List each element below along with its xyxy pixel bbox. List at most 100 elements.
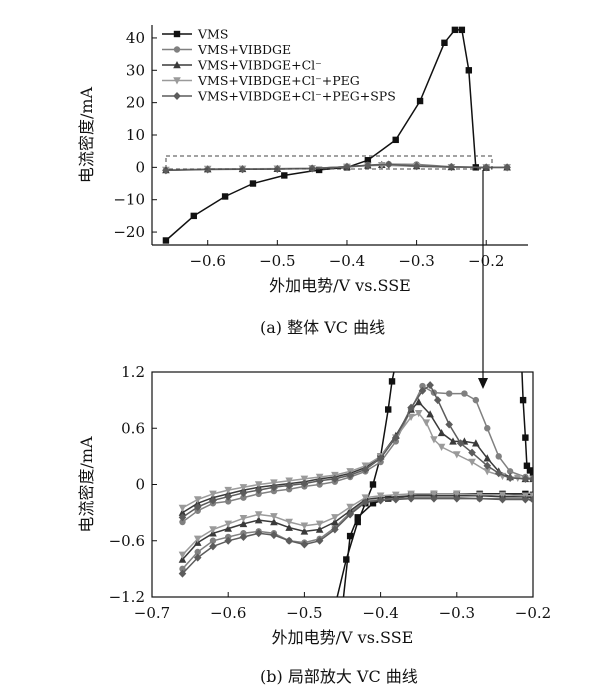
data-point (472, 439, 480, 447)
data-point (254, 486, 263, 495)
data-point (529, 470, 533, 477)
data-point (392, 433, 400, 442)
data-point (224, 492, 232, 501)
data-point (407, 413, 415, 421)
x-axis-label: 外加电势/V vs.SSE (269, 276, 411, 295)
data-point (285, 523, 293, 531)
data-point (412, 162, 421, 171)
data-point (300, 527, 309, 535)
chart-a-overall-vc: −0.6 −0.5 −0.4 −0.3 −0.2 40 30 20 10 0 −10 −20 外加电势/… (77, 25, 528, 295)
data-point (483, 461, 492, 470)
data-point (483, 454, 492, 462)
x-tick-label: −0.4 (362, 604, 398, 622)
data-point (498, 495, 507, 504)
data-point (518, 359, 524, 365)
series-line (521, 372, 533, 474)
data-point (178, 551, 187, 559)
data-point (451, 26, 459, 34)
data-point (346, 510, 354, 519)
data-point (179, 518, 186, 526)
data-point (300, 475, 309, 483)
data-point (495, 453, 502, 460)
data-point (430, 436, 438, 444)
data-point (178, 508, 187, 516)
data-point (364, 157, 372, 164)
data-point (529, 495, 533, 504)
data-point (419, 382, 426, 390)
caption-a: (a) 整体 VC 曲线 (260, 318, 386, 337)
data-point (449, 437, 457, 445)
data-point (475, 494, 484, 503)
data-point (388, 378, 396, 385)
data-point (221, 193, 229, 200)
data-point (392, 136, 399, 144)
data-point (332, 603, 338, 609)
x-tick-label: −0.6 (189, 252, 225, 270)
legend-marker (173, 77, 181, 85)
data-point (369, 481, 377, 488)
series-line (181, 495, 533, 561)
data-point (433, 396, 442, 405)
x-tick-label: −0.3 (398, 252, 434, 270)
legend-marker (173, 46, 181, 53)
data-point (392, 491, 400, 499)
data-point (240, 494, 247, 501)
data-point (178, 513, 187, 522)
data-point (483, 468, 492, 476)
data-point (249, 180, 257, 187)
data-point (178, 504, 187, 512)
data-point (270, 479, 278, 487)
series-line (165, 163, 508, 172)
y-tick-label: −1.2 (109, 588, 145, 606)
data-point (193, 496, 202, 504)
data-point (503, 163, 511, 172)
data-point (300, 522, 309, 530)
data-point (361, 494, 370, 502)
x-tick-label: −0.2 (515, 604, 551, 622)
data-point (224, 524, 232, 532)
series-group (178, 359, 533, 609)
legend-label: VMS+VIBDGE+Cl⁻+PEG (197, 73, 360, 88)
x-tick-label: −0.4 (329, 252, 365, 270)
data-point (194, 548, 201, 556)
data-point (453, 490, 461, 498)
data-point (453, 451, 461, 459)
data-point (472, 396, 480, 404)
data-point (521, 495, 530, 504)
data-point (285, 536, 293, 545)
data-point (456, 439, 465, 448)
data-point (426, 410, 434, 418)
legend-marker (173, 92, 181, 100)
data-point (331, 518, 339, 526)
data-point (482, 163, 491, 172)
data-point (343, 556, 350, 563)
data-point (422, 419, 431, 427)
data-point (376, 454, 385, 463)
data-point (414, 398, 423, 406)
data-point (315, 520, 324, 528)
data-point (364, 161, 372, 170)
data-point (315, 525, 324, 533)
legend-label: VMS+VIBDGE (197, 42, 291, 57)
data-point (285, 481, 293, 490)
data-point (254, 529, 263, 538)
data-point (209, 496, 217, 505)
y-tick-label: −0.6 (109, 532, 145, 550)
legend-label: VMS (197, 27, 228, 42)
data-point (315, 476, 324, 485)
data-point (239, 519, 248, 528)
y-tick-label: −20 (113, 223, 145, 241)
y-tick-label: 0.6 (121, 419, 145, 437)
y-tick-label: −10 (113, 191, 145, 209)
x-tick-label: −0.7 (134, 604, 170, 622)
data-point (270, 483, 278, 492)
data-point (441, 39, 448, 46)
data-point (209, 490, 217, 498)
data-point (308, 164, 316, 173)
series-line (336, 372, 395, 597)
data-point (270, 531, 278, 540)
zoom-callout (165, 155, 493, 389)
data-point (270, 513, 278, 521)
y-tick-label: 0 (135, 158, 145, 176)
data-point (224, 536, 232, 545)
